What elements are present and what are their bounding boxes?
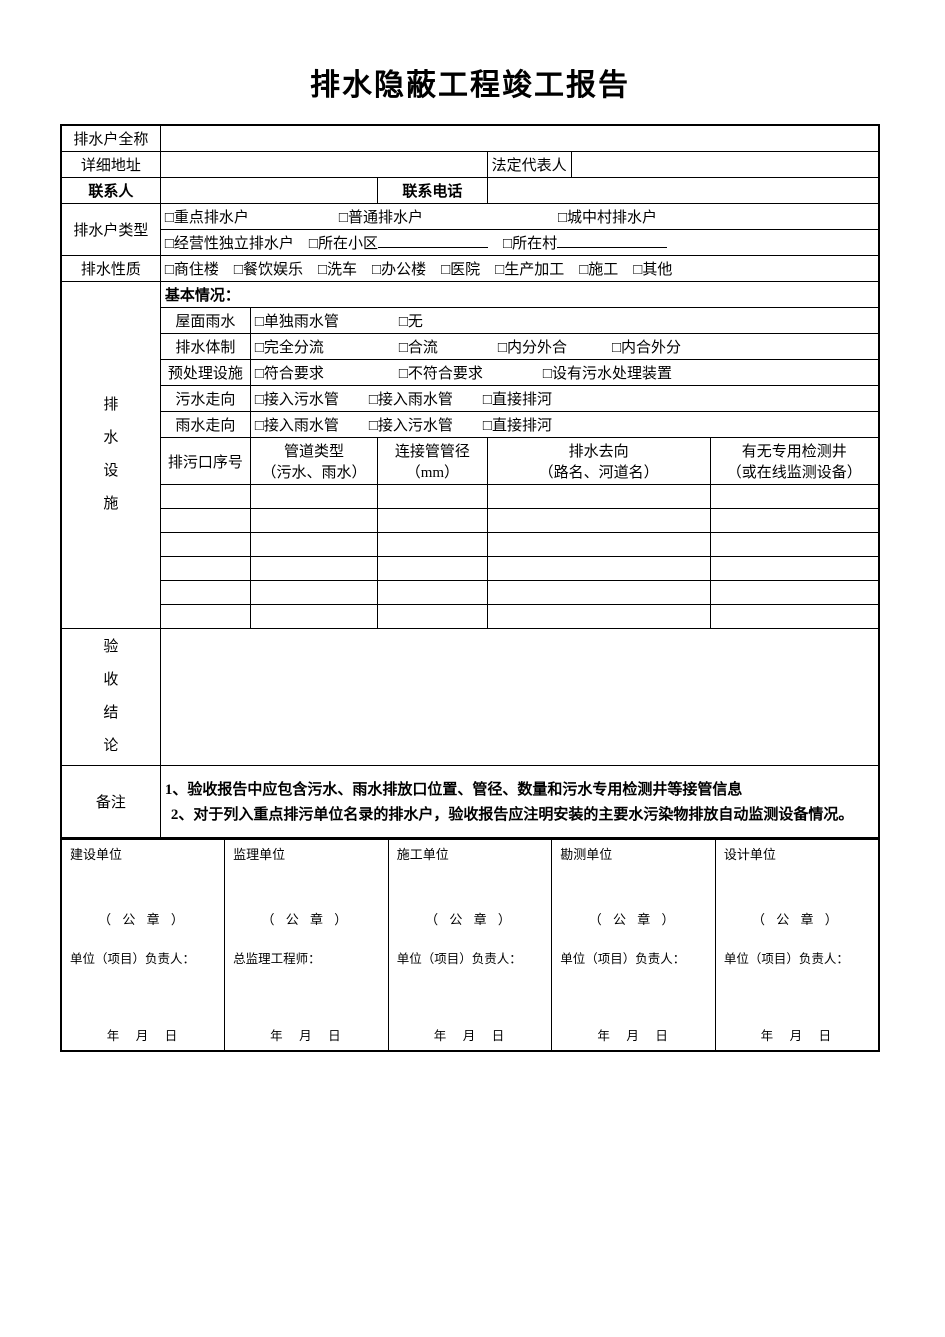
label-fullname: 排水户全称 bbox=[61, 125, 160, 152]
table-row[interactable] bbox=[61, 605, 879, 629]
sig-name-2: 监理单位 bbox=[233, 844, 380, 863]
type-row2-village-blank[interactable] bbox=[557, 233, 667, 248]
col-well-l2: （或在线监测设备） bbox=[727, 465, 862, 481]
field-sewage-dir[interactable]: □接入污水管 □接入雨水管 □直接排河 bbox=[250, 386, 879, 412]
sig-name-3: 施工单位 bbox=[397, 844, 544, 863]
label-legal-rep: 法定代表人 bbox=[487, 152, 571, 178]
type-row2-area-blank[interactable] bbox=[378, 233, 488, 248]
label-pretreat: 预处理设施 bbox=[160, 360, 250, 386]
sig-col-1: 建设单位 （ 公 章 ） 单位（项目）负责人： 年 月 日 bbox=[61, 839, 225, 1051]
field-pretreat[interactable]: □符合要求 □不符合要求 □设有污水处理装置 bbox=[250, 360, 879, 386]
basic-header: 基本情况： bbox=[160, 282, 879, 308]
field-fullname[interactable] bbox=[160, 125, 879, 152]
sig-col-3: 施工单位 （ 公 章 ） 单位（项目）负责人： 年 月 日 bbox=[388, 839, 552, 1051]
sig-seal-5: （ 公 章 ） bbox=[724, 909, 870, 928]
label-type: 排水户类型 bbox=[61, 204, 160, 256]
remark-line2: 2、对于列入重点排污单位名录的排水户，验收报告应注明安装的主要水污染物排放自动监… bbox=[165, 803, 874, 824]
sig-resp-1: 单位（项目）负责人： bbox=[70, 948, 216, 967]
field-system[interactable]: □完全分流 □合流 □内分外合 □内合外分 bbox=[250, 334, 879, 360]
sig-seal-1: （ 公 章 ） bbox=[70, 909, 216, 928]
label-contact: 联系人 bbox=[61, 178, 160, 204]
col-direction-l1: 排水去向 bbox=[569, 444, 629, 460]
label-nature: 排水性质 bbox=[61, 256, 160, 282]
type-row2-pre: □经营性独立排水户 □所在小区 bbox=[165, 236, 378, 252]
col-well: 有无专用检测井 （或在线监测设备） bbox=[710, 438, 879, 485]
label-conclusion: 验收结论 bbox=[61, 629, 160, 766]
signature-table: 建设单位 （ 公 章 ） 单位（项目）负责人： 年 月 日 监理单位 （ 公 章… bbox=[60, 839, 880, 1052]
type-row2-mid: □所在村 bbox=[503, 236, 557, 252]
sig-col-2: 监理单位 （ 公 章 ） 总监理工程师： 年 月 日 bbox=[225, 839, 389, 1051]
table-row[interactable] bbox=[61, 557, 879, 581]
sig-col-4: 勘测单位 （ 公 章 ） 单位（项目）负责人： 年 月 日 bbox=[552, 839, 716, 1051]
field-contact[interactable] bbox=[160, 178, 377, 204]
col-pipetype-l2: （污水、雨水） bbox=[261, 465, 366, 481]
sig-name-1: 建设单位 bbox=[70, 844, 216, 863]
table-row[interactable] bbox=[61, 533, 879, 557]
sig-seal-2: （ 公 章 ） bbox=[233, 909, 380, 928]
sig-date-2: 年 月 日 bbox=[233, 1025, 380, 1044]
col-outlet: 排污口序号 bbox=[160, 438, 250, 485]
sig-name-4: 勘测单位 bbox=[560, 844, 707, 863]
label-system: 排水体制 bbox=[160, 334, 250, 360]
label-rain-dir: 雨水走向 bbox=[160, 412, 250, 438]
field-phone[interactable] bbox=[487, 178, 879, 204]
col-diameter: 连接管管径 （mm） bbox=[378, 438, 488, 485]
table-row[interactable] bbox=[61, 509, 879, 533]
field-conclusion[interactable] bbox=[160, 629, 879, 766]
col-direction-l2: （路名、河道名） bbox=[539, 465, 659, 481]
field-nature[interactable]: □商住楼 □餐饮娱乐 □洗车 □办公楼 □医院 □生产加工 □施工 □其他 bbox=[160, 256, 879, 282]
label-phone: 联系电话 bbox=[378, 178, 488, 204]
sig-seal-4: （ 公 章 ） bbox=[560, 909, 707, 928]
field-rain-dir[interactable]: □接入雨水管 □接入污水管 □直接排河 bbox=[250, 412, 879, 438]
sig-seal-3: （ 公 章 ） bbox=[397, 909, 544, 928]
sig-date-3: 年 月 日 bbox=[397, 1025, 544, 1044]
page-title: 排水隐蔽工程竣工报告 bbox=[60, 60, 880, 104]
remark-line1: 1、验收报告中应包含污水、雨水排放口位置、管径、数量和污水专用检测井等接管信息 bbox=[165, 778, 874, 799]
col-diameter-l1: 连接管管径 bbox=[395, 444, 470, 460]
sig-resp-5: 单位（项目）负责人： bbox=[724, 948, 870, 967]
main-form-table: 排水户全称 详细地址 法定代表人 联系人 联系电话 排水户类型 □重点排水户 □… bbox=[60, 124, 880, 839]
col-pipetype-l1: 管道类型 bbox=[284, 444, 344, 460]
field-roof[interactable]: □单独雨水管 □无 bbox=[250, 308, 879, 334]
sig-resp-4: 单位（项目）负责人： bbox=[560, 948, 707, 967]
sig-resp-3: 单位（项目）负责人： bbox=[397, 948, 544, 967]
col-direction: 排水去向 （路名、河道名） bbox=[487, 438, 710, 485]
label-sewage-dir: 污水走向 bbox=[160, 386, 250, 412]
sig-date-4: 年 月 日 bbox=[560, 1025, 707, 1044]
field-type-row2[interactable]: □经营性独立排水户 □所在小区 □所在村 bbox=[160, 230, 879, 256]
sig-col-5: 设计单位 （ 公 章 ） 单位（项目）负责人： 年 月 日 bbox=[715, 839, 879, 1051]
sig-name-5: 设计单位 bbox=[724, 844, 870, 863]
field-type-row1[interactable]: □重点排水户 □普通排水户 □城中村排水户 bbox=[160, 204, 879, 230]
label-remark: 备注 bbox=[61, 766, 160, 838]
table-row[interactable] bbox=[61, 485, 879, 509]
sig-resp-2: 总监理工程师： bbox=[233, 948, 380, 967]
sig-date-1: 年 月 日 bbox=[70, 1025, 216, 1044]
remark-content: 1、验收报告中应包含污水、雨水排放口位置、管径、数量和污水专用检测井等接管信息 … bbox=[160, 766, 879, 838]
col-well-l1: 有无专用检测井 bbox=[742, 444, 847, 460]
table-row[interactable] bbox=[61, 581, 879, 605]
col-pipetype: 管道类型 （污水、雨水） bbox=[250, 438, 377, 485]
label-roof: 屋面雨水 bbox=[160, 308, 250, 334]
col-diameter-l2: （mm） bbox=[406, 465, 459, 481]
field-address[interactable] bbox=[160, 152, 487, 178]
field-legal-rep[interactable] bbox=[571, 152, 879, 178]
sig-date-5: 年 月 日 bbox=[724, 1025, 870, 1044]
label-address: 详细地址 bbox=[61, 152, 160, 178]
label-facility: 排水设施 bbox=[61, 282, 160, 629]
